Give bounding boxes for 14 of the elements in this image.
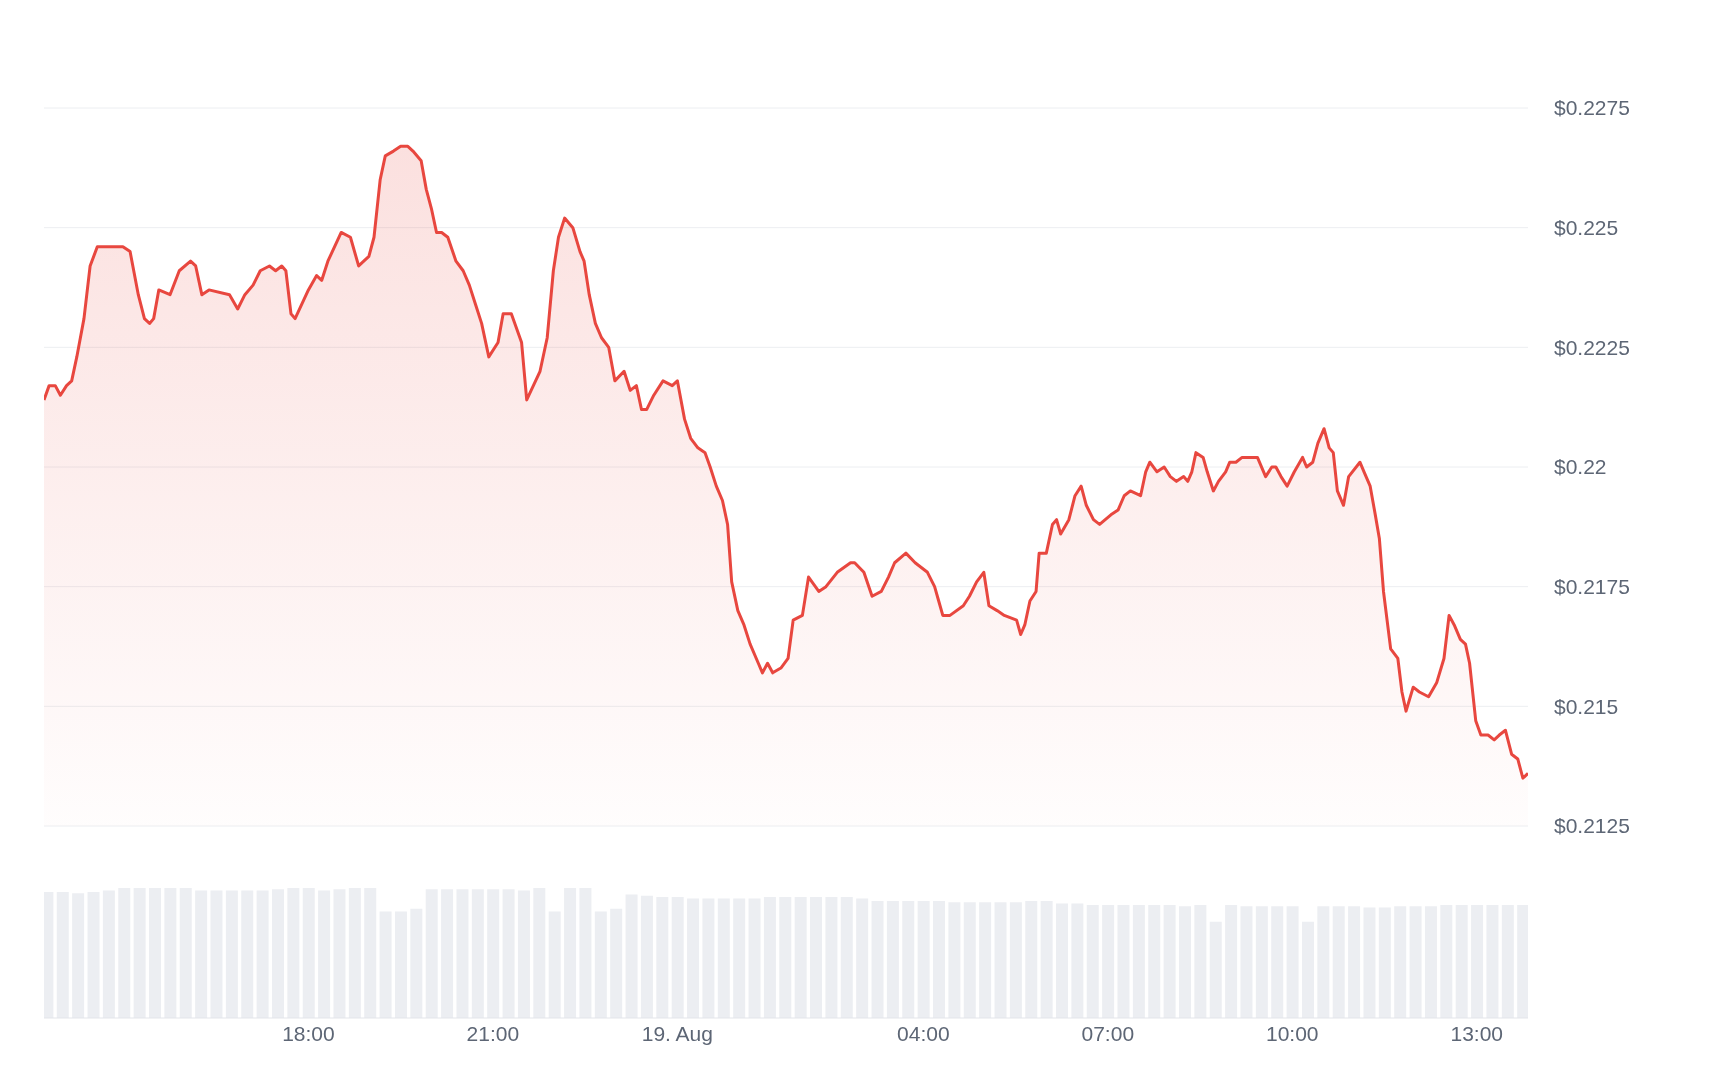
x-tick-label: 13:00 [1450,1021,1504,1045]
x-tick-label: 10:00 [1266,1021,1319,1045]
y-tick-label: $0.2275 [1554,96,1630,120]
y-tick-label: $0.2125 [1554,814,1630,838]
y-tick-label: $0.225 [1554,216,1619,240]
x-tick-label: 04:00 [897,1021,950,1045]
x-tick-label: 18:00 [282,1021,335,1045]
y-tick-label: $0.22 [1554,455,1607,479]
y-tick-label: $0.2175 [1554,575,1630,599]
x-tick-label: 07:00 [1081,1021,1135,1045]
x-tick-label: 19. Aug [641,1021,713,1045]
y-tick-label: $0.215 [1554,694,1619,718]
y-tick-label: $0.2225 [1554,335,1630,359]
x-tick-label: 21:00 [466,1021,520,1045]
